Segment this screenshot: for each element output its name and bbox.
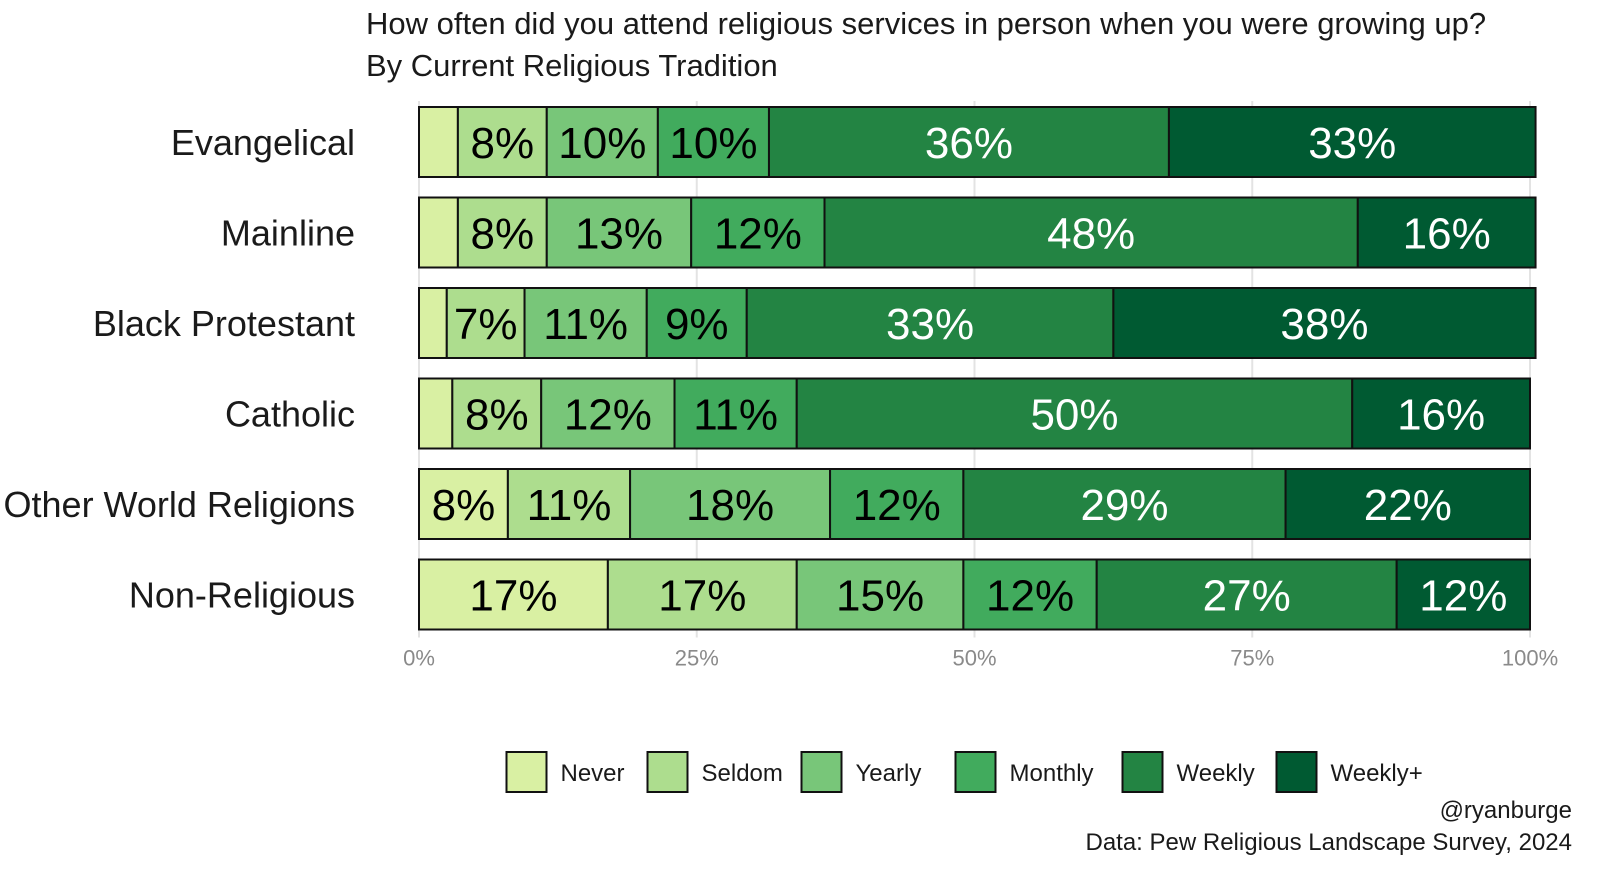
data-label: 12% [714, 210, 802, 259]
bar-segment [745, 287, 1115, 359]
legend-label: Monthly [1010, 760, 1094, 787]
bar-segment [445, 287, 526, 359]
bar-segment [795, 558, 965, 631]
bar-segment [645, 287, 748, 359]
data-label: 13% [575, 210, 663, 259]
legend-label: Weekly+ [1331, 760, 1423, 787]
data-label: 10% [669, 119, 757, 168]
category-label: Black Protestant [93, 303, 355, 344]
bar-segment [545, 106, 659, 178]
bar-segment [629, 468, 832, 540]
data-label: 8% [471, 119, 535, 168]
bar-segment [418, 377, 454, 450]
bar-segment [506, 468, 632, 540]
data-label: 16% [1397, 391, 1485, 440]
data-label: 12% [853, 481, 941, 530]
x-tick-label: 100% [1502, 646, 1558, 671]
category-label: Non-Religious [129, 575, 355, 616]
bar-segment [962, 558, 1098, 631]
data-label: 27% [1203, 572, 1291, 621]
data-label: 7% [454, 300, 518, 349]
data-label: 38% [1280, 300, 1368, 349]
data-label: 50% [1030, 391, 1118, 440]
legend-swatch [800, 751, 843, 793]
legend-swatch [646, 751, 689, 793]
bar-segment [1356, 196, 1537, 269]
data-label: 12% [986, 572, 1074, 621]
bar-segment [767, 106, 1170, 178]
bar-segment [673, 377, 798, 450]
data-label: 12% [1419, 572, 1507, 621]
legend-swatch [954, 751, 997, 793]
caption-handle: @ryanburge [1439, 797, 1572, 824]
data-label: 9% [665, 300, 729, 349]
bar-segment [1351, 377, 1531, 450]
data-label: 12% [564, 391, 652, 440]
category-label: Other World Religions [4, 484, 355, 525]
data-label: 10% [558, 119, 646, 168]
data-label: 11% [693, 391, 778, 440]
bar-segment [545, 196, 693, 269]
data-label: 8% [471, 210, 535, 259]
data-label: 48% [1047, 210, 1135, 259]
data-label: 16% [1403, 210, 1491, 259]
bar-segment [418, 106, 459, 178]
x-tick-label: 0% [403, 646, 435, 671]
legend-label: Yearly [856, 760, 922, 787]
data-label: 8% [465, 391, 529, 440]
chart-subtitle: By Current Religious Tradition [366, 48, 778, 83]
bar-segment [823, 196, 1359, 269]
bar-segment [829, 468, 965, 540]
bar-segment [540, 377, 676, 450]
legend-swatch [505, 751, 548, 793]
legend-swatch [1121, 751, 1164, 793]
legend-swatch [1275, 751, 1318, 793]
bar-segment [418, 468, 509, 540]
category-label: Evangelical [171, 122, 355, 163]
bar-segment [451, 377, 543, 450]
x-tick-label: 25% [675, 646, 719, 671]
data-label: 33% [1308, 119, 1396, 168]
data-label: 33% [886, 300, 974, 349]
legend-label: Never [561, 760, 625, 787]
data-label: 17% [469, 572, 557, 621]
caption-source: Data: Pew Religious Landscape Survey, 20… [1085, 829, 1572, 856]
data-label: 11% [543, 300, 628, 349]
data-label: 11% [527, 481, 612, 530]
category-label: Mainline [221, 213, 355, 254]
legend-label: Seldom [702, 760, 783, 787]
data-label: 18% [686, 481, 774, 530]
x-tick-label: 50% [952, 646, 996, 671]
bar-segment [456, 196, 548, 269]
data-label: 15% [836, 572, 924, 621]
data-label: 22% [1364, 481, 1452, 530]
bar-segment [795, 377, 1354, 450]
bar-segment [1167, 106, 1537, 178]
bar-segment [1284, 468, 1531, 540]
bar-segment [1112, 287, 1537, 359]
data-label: 17% [658, 572, 746, 621]
bar-segment [418, 196, 459, 269]
x-tick-label: 75% [1230, 646, 1274, 671]
legend-label: Weekly [1177, 760, 1255, 787]
bar-segment [962, 468, 1287, 540]
bar-segment [418, 287, 448, 359]
data-label: 36% [925, 119, 1013, 168]
data-label: 8% [432, 481, 496, 530]
bar-segment [523, 287, 648, 359]
data-label: 29% [1080, 481, 1168, 530]
bar-segment [418, 558, 609, 631]
chart-title: How often did you attend religious servi… [366, 6, 1487, 41]
bar-segment [1395, 558, 1532, 631]
bar-segment [456, 106, 548, 178]
category-label: Catholic [225, 394, 355, 435]
bar-segment [1095, 558, 1398, 631]
